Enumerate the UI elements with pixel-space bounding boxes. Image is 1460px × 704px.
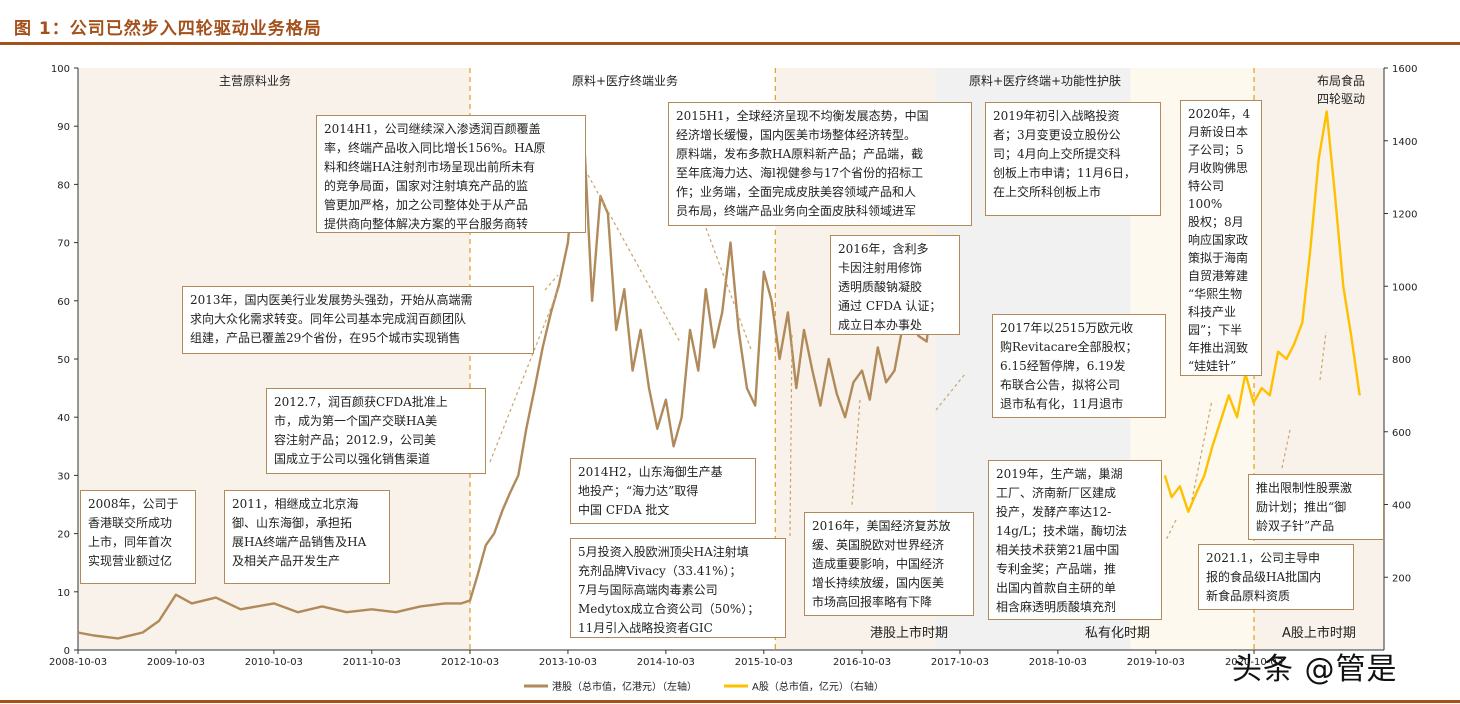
- y-left-tick-label: 90: [57, 122, 70, 133]
- y-left-tick-label: 50: [57, 355, 70, 366]
- annotation-2021-incentive: 推出限制性股票激 励计划；推出“御 龄双子针”产品: [1248, 474, 1384, 540]
- y-left-tick-label: 20: [57, 530, 70, 541]
- a-share-series-line: [1163, 110, 1361, 513]
- annotation-2016-cfda: 2016年，含利多 卡因注射用修饰 透明质酸钠凝胶 通过 CFDA 认证； 成立…: [830, 235, 960, 335]
- y-right-tick-label: 600: [1392, 428, 1411, 439]
- phase-label-raw: 主营原料业务: [218, 74, 291, 88]
- title-rule: [0, 42, 1460, 45]
- annotation-2012: 2012.7，润百颜获CFDA批准上 市，成为第一个国产交联HA美 容注射产品；…: [266, 388, 486, 474]
- x-tick-label: 2016-10-03: [833, 657, 891, 668]
- y-right-tick-label: 400: [1392, 501, 1411, 512]
- y-left-tick-label: 40: [57, 413, 70, 424]
- hk-series-line: [77, 130, 932, 640]
- y-left-tick-label: 80: [57, 180, 70, 191]
- annotation-2013: 2013年，国内医美行业发展势头强劲，开始从高端需 求向大众化需求转变。同年公司…: [182, 286, 534, 354]
- callout-arrow: [935, 373, 966, 411]
- x-tick-label: 2018-10-03: [1029, 657, 1087, 668]
- figure-title: 图 1：公司已然步入四轮驱动业务格局: [14, 19, 322, 39]
- x-tick-label: 2008-10-03: [49, 657, 107, 668]
- y-left-tick-label: 70: [57, 239, 70, 250]
- annotation-2017: 2017年以2515万欧元收 购Revitacare全部股权； 6.15经暂停牌…: [992, 314, 1166, 418]
- annotation-2021-food: 2021.1，公司主导申 报的食品级HA批国内 新食品原料资质: [1198, 544, 1354, 610]
- period-hk: 港股上市时期: [870, 626, 949, 641]
- callout-arrow: [705, 227, 753, 353]
- callout-arrow: [1165, 519, 1177, 541]
- annotation-2016-macro: 2016年，美国经济复苏放 缓、英国脱欧对世界经济 造成重要影响，中国经济 增长…: [804, 512, 974, 616]
- x-tick-label: 2015-10-03: [735, 657, 793, 668]
- period-private: 私有化时期: [1085, 626, 1151, 641]
- x-tick-label: 2012-10-03: [441, 657, 499, 668]
- annotation-2014h2: 2014H2，山东海御生产基 地投产；“海力达”取得 中国 CFDA 批文: [570, 458, 756, 524]
- x-tick-label: 2009-10-03: [147, 657, 205, 668]
- callout-arrow: [1319, 331, 1327, 381]
- phase-label-food: 布局食品 四轮驱动: [1316, 74, 1365, 106]
- x-tick-label: 2019-10-03: [1127, 657, 1185, 668]
- y-right-tick-label: 800: [1392, 355, 1411, 366]
- x-tick-label: 2013-10-03: [539, 657, 597, 668]
- x-tick-label: 2017-10-03: [931, 657, 989, 668]
- phase-label-medical: 原料+医疗终端业务: [571, 74, 679, 88]
- annotation-2014h1: 2014H1，公司继续深入渗透润百颜覆盖 率，终端产品收入同比增长156%。HA…: [316, 115, 586, 233]
- y-right-tick-label: 1000: [1392, 282, 1417, 293]
- x-tick-label: 2010-10-03: [245, 657, 303, 668]
- period-a-share: A股上市时期: [1282, 626, 1356, 641]
- bottom-rule: [0, 700, 1460, 703]
- callout-arrow: [587, 174, 681, 343]
- y-right-tick-label: 1200: [1392, 210, 1417, 221]
- phase-label-skincare: 原料+医疗终端+功能性护肤: [968, 74, 1122, 88]
- y-right-tick-label: 200: [1392, 573, 1411, 584]
- y-left-tick-label: 60: [57, 297, 70, 308]
- callout-arrow: [1191, 399, 1213, 501]
- annotation-2011: 2011，相继成立北京海 御、山东海御，承担拓 展HA终端产品销售及HA 及相关…: [224, 490, 390, 584]
- x-tick-label: 2020-10-03: [1225, 657, 1283, 668]
- annotation-2008: 2008年，公司于 香港联交所成功 上市，同年首次 实现营业额过亿: [80, 490, 196, 584]
- legend-label: 港股（总市值，亿港元）（左轴）: [552, 680, 697, 693]
- annotation-2015-investments: 5月投资入股欧洲顶尖HA注射填 充剂品牌Vivacy（33.41%）； 7月与国…: [570, 538, 786, 638]
- annotation-2015h1: 2015H1，全球经济呈现不均衡发展态势，中国 经济增长缓慢，国内医美市场整体经…: [668, 102, 972, 226]
- y-right-tick-label: 1400: [1392, 137, 1417, 148]
- legend-label: A股（总市值，亿元）（右轴）: [752, 680, 884, 693]
- callout-arrow: [489, 284, 561, 463]
- y-left-tick-label: 10: [57, 588, 70, 599]
- x-tick-label: 2011-10-03: [343, 657, 401, 668]
- y-left-tick-label: 30: [57, 471, 70, 482]
- watermark: 头条 @管是: [1232, 652, 1398, 687]
- y-left-tick-label: 0: [64, 646, 70, 657]
- annotation-2019-ops: 2019年，生产端，巢湖 工厂、济南新厂区建成 投产，发酵产率达12- 14g/…: [988, 460, 1162, 620]
- x-tick-label: 2014-10-03: [637, 657, 695, 668]
- y-left-tick-label: 100: [51, 64, 70, 75]
- annotation-2019-ipo: 2019年初引入战略投资 者；3月变更设立股份公 司；4月向上交所提交科 创板上…: [985, 102, 1161, 216]
- annotation-2020: 2020年，4 月新设日本 子公司；5 月收购佛思 特公司100% 股权；8月 …: [1180, 100, 1262, 376]
- y-right-tick-label: 1600: [1392, 64, 1417, 75]
- callout-arrow: [1281, 429, 1291, 469]
